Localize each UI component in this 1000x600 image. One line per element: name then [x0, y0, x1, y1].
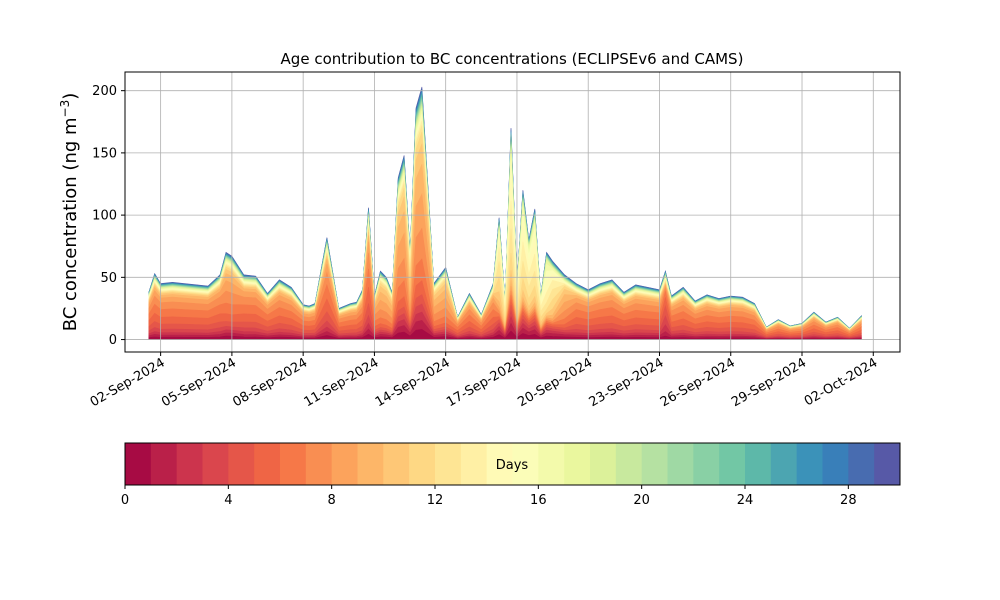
y-tick-label: 0 — [109, 333, 117, 348]
colorbar-bin-25 — [770, 443, 798, 485]
colorbar-bin-26 — [796, 443, 823, 485]
y-axis-label-exponent: −3 — [58, 100, 72, 118]
y-axis-label-close: ) — [60, 93, 81, 100]
x-tick-label: 20-Sep-2024 — [515, 355, 595, 410]
colorbar-bin-21 — [667, 443, 694, 485]
colorbar-tick-label: 20 — [633, 493, 650, 508]
colorbar-tick-label: 8 — [328, 493, 336, 508]
colorbar-frame — [124, 442, 901, 486]
colorbar-ticks: 0 4 8 12 16 20 24 28 — [121, 485, 857, 508]
colorbar-bin-3 — [202, 443, 229, 485]
colorbar-bin-0 — [125, 443, 152, 485]
colorbar-bin-29 — [874, 443, 901, 485]
y-tick-label: 100 — [92, 209, 117, 224]
colorbar-bin-28 — [848, 443, 875, 485]
colorbar-bin-2 — [176, 443, 203, 485]
colorbar-bin-1 — [150, 443, 178, 485]
colorbar-bin-13 — [460, 443, 488, 485]
y-axis: 0 50 100 150 200 — [92, 84, 125, 348]
colorbar-label: Days — [496, 458, 529, 473]
x-tick-label: 17-Sep-2024 — [444, 355, 524, 410]
colorbar-tick-label: 16 — [530, 493, 547, 508]
colorbar-bin-6 — [280, 443, 307, 485]
x-tick-label: 26-Sep-2024 — [658, 355, 738, 410]
x-tick-label: 02-Oct-2024 — [802, 355, 880, 409]
colorbar-tick-label: 0 — [121, 493, 129, 508]
x-tick-label: 14-Sep-2024 — [373, 355, 453, 410]
y-tick-label: 200 — [92, 84, 117, 99]
colorbar-bin-22 — [693, 443, 720, 485]
chart-title: Age contribution to BC concentrations (E… — [281, 50, 744, 68]
colorbar-bin-4 — [228, 443, 255, 485]
colorbar-bin-8 — [331, 443, 358, 485]
age-areas — [148, 86, 862, 340]
colorbar-bin-27 — [822, 443, 849, 485]
colorbar: Days 0 4 8 12 16 20 24 28 — [121, 442, 901, 508]
colorbar-bin-7 — [305, 443, 333, 485]
x-axis: 02-Sep-202405-Sep-202408-Sep-202411-Sep-… — [88, 352, 880, 410]
x-tick-label: 08-Sep-2024 — [230, 355, 310, 410]
plot-frame — [124, 71, 901, 353]
x-tick-label: 02-Sep-2024 — [88, 355, 168, 410]
colorbar-bin-11 — [409, 443, 436, 485]
x-tick-label: 23-Sep-2024 — [587, 355, 667, 410]
colorbar-tick-label: 28 — [840, 493, 857, 508]
colorbar-tick-label: 12 — [427, 493, 444, 508]
colorbar-bin-20 — [641, 443, 668, 485]
colorbar-tick-label: 24 — [737, 493, 754, 508]
colorbar-bin-14 — [486, 443, 513, 485]
colorbar-bin-5 — [254, 443, 281, 485]
x-tick-label: 29-Sep-2024 — [729, 355, 809, 410]
y-axis-label-main: BC concentration (ng m — [60, 117, 81, 331]
colorbar-bin-23 — [719, 443, 746, 485]
colorbar-bin-16 — [538, 443, 565, 485]
colorbar-tick-label: 4 — [224, 493, 232, 508]
colorbar-bin-10 — [383, 443, 410, 485]
colorbar-bin-9 — [357, 443, 384, 485]
grid-lines — [125, 72, 900, 352]
colorbar-bin-18 — [590, 443, 617, 485]
colorbar-bin-12 — [435, 443, 462, 485]
y-axis-label: BC concentration (ng m−3) — [58, 93, 81, 332]
y-tick-label: 50 — [100, 271, 117, 286]
colorbar-bin-24 — [745, 443, 772, 485]
colorbar-bins — [125, 443, 901, 485]
colorbar-bin-19 — [615, 443, 643, 485]
x-tick-label: 05-Sep-2024 — [159, 355, 239, 410]
plot-area — [124, 71, 901, 353]
y-tick-label: 150 — [92, 146, 117, 161]
colorbar-bin-17 — [564, 443, 591, 485]
colorbar-bin-15 — [512, 443, 539, 485]
x-tick-label: 11-Sep-2024 — [302, 355, 382, 410]
